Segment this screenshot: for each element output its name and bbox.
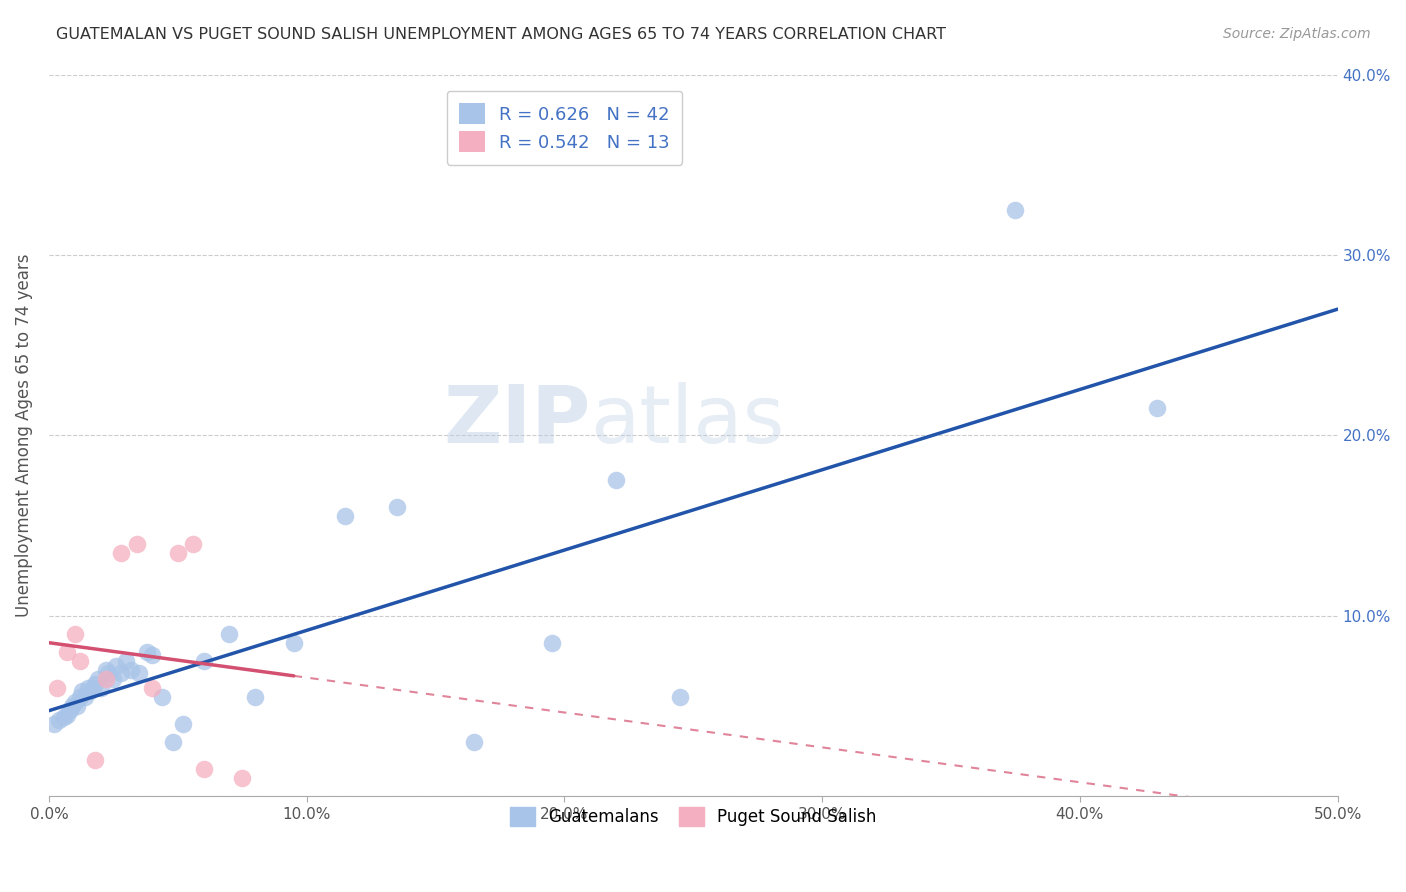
Point — [120, 663, 142, 677]
Point — [162, 735, 184, 749]
Point — [76, 681, 98, 695]
Point — [84, 677, 107, 691]
Point — [53, 709, 76, 723]
Point — [110, 666, 132, 681]
Point — [97, 666, 120, 681]
Point — [60, 698, 83, 713]
Point — [218, 626, 240, 640]
Point — [150, 690, 173, 704]
Point — [1146, 401, 1168, 416]
Point — [72, 684, 94, 698]
Point — [115, 654, 138, 668]
Point — [48, 714, 70, 728]
Point — [103, 672, 125, 686]
Text: Source: ZipAtlas.com: Source: ZipAtlas.com — [1223, 27, 1371, 41]
Point — [56, 707, 79, 722]
Point — [104, 659, 127, 673]
Text: GUATEMALAN VS PUGET SOUND SALISH UNEMPLOYMENT AMONG AGES 65 TO 74 YEARS CORRELAT: GUATEMALAN VS PUGET SOUND SALISH UNEMPLO… — [56, 27, 946, 42]
Point — [110, 545, 132, 559]
Point — [42, 717, 65, 731]
Point — [141, 681, 163, 695]
Point — [79, 684, 101, 698]
Point — [125, 536, 148, 550]
Point — [669, 690, 692, 704]
Y-axis label: Unemployment Among Ages 65 to 74 years: Unemployment Among Ages 65 to 74 years — [15, 253, 32, 617]
Point — [63, 626, 86, 640]
Text: ZIP: ZIP — [443, 382, 591, 460]
Point — [56, 645, 79, 659]
Point — [335, 509, 357, 524]
Point — [193, 762, 215, 776]
Point — [385, 500, 408, 515]
Point — [66, 698, 89, 713]
Point — [69, 690, 91, 704]
Point — [540, 636, 562, 650]
Point — [89, 681, 111, 695]
Point — [463, 735, 485, 749]
Point — [58, 702, 80, 716]
Point — [69, 654, 91, 668]
Point — [94, 672, 117, 686]
Point — [82, 681, 104, 695]
Point — [94, 663, 117, 677]
Text: atlas: atlas — [591, 382, 785, 460]
Point — [73, 690, 96, 704]
Point — [605, 474, 627, 488]
Point — [128, 666, 150, 681]
Point — [84, 753, 107, 767]
Legend: Guatemalans, Puget Sound Salish: Guatemalans, Puget Sound Salish — [502, 798, 884, 835]
Point — [166, 545, 188, 559]
Point — [141, 648, 163, 663]
Point — [1004, 202, 1026, 217]
Point — [45, 681, 67, 695]
Point — [87, 672, 110, 686]
Point — [172, 717, 194, 731]
Point — [181, 536, 204, 550]
Point — [63, 695, 86, 709]
Point — [283, 636, 305, 650]
Point — [243, 690, 266, 704]
Point — [231, 771, 253, 785]
Point — [135, 645, 157, 659]
Point — [193, 654, 215, 668]
